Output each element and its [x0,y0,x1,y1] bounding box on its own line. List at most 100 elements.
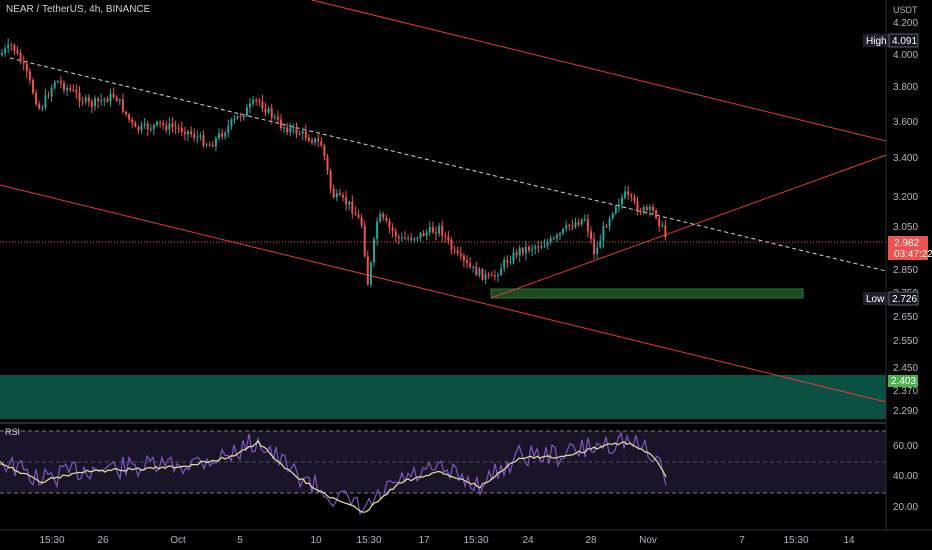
upper-channel-line [311,0,887,142]
candle-body [590,231,592,239]
candle-body [233,118,236,120]
price-tick: 3.200 [893,192,918,203]
candle-body [134,122,137,127]
candle-body [345,197,348,205]
candle-body [149,128,152,130]
low-badge-value: 2.726 [892,294,917,305]
zone-price-value: 2.403 [891,376,916,387]
time-tick: 7 [739,535,745,546]
price-tick: 3.050 [893,222,918,233]
candle-body [236,116,239,119]
candle-body [47,95,50,97]
candles [1,38,667,288]
candle-body [593,238,596,254]
candle-body [162,123,165,126]
candle-body [493,275,496,277]
candle-body [81,101,84,103]
candle-body [621,197,623,205]
candle-body [524,246,527,254]
candle-body [35,92,38,104]
candle-body [75,90,78,93]
candle-body [627,191,630,195]
candle-body [245,107,248,116]
candle-body [512,252,515,262]
candle-body [568,225,571,227]
candle-body [602,226,605,241]
candle-body [444,235,447,237]
candle-body [391,227,394,232]
candle-body [211,145,214,147]
candle-body [382,213,385,218]
candle-body [645,207,648,210]
candle-body [376,221,379,240]
price-tick: 3.600 [893,117,918,128]
low-badge-label: Low [866,294,885,305]
candle-body [369,262,372,285]
candle-body [565,225,568,229]
time-tick: 28 [585,535,597,546]
time-axis: 15:30 26 Oct 5 10 15:30 17 15:30 24 28 Nov 7 15:30 14 [39,535,855,546]
candle-body [459,253,462,256]
candle-body [388,221,391,228]
candle-body [218,133,220,139]
price-tick: 3.400 [893,153,918,164]
candle-body [435,232,437,234]
candle-body [171,123,174,128]
price-tick: 2.290 [893,406,918,417]
rsi-axis: 60.00 40.00 20.00 [893,441,918,513]
candle-body [159,121,162,124]
price-tick: 2.650 [893,312,918,323]
candle-body [605,226,608,228]
candle-body [534,246,537,249]
candle-body [428,227,431,233]
candle-body [69,88,72,90]
candle-body [366,256,369,285]
candle-body [298,133,301,135]
candle-body [301,130,304,134]
candle-body [112,93,115,98]
candle-body [531,248,534,251]
candle-body [59,81,62,84]
candle-body [7,44,10,49]
lower-channel-line [0,184,887,403]
candle-body [614,206,617,214]
candle-body [642,207,645,213]
time-tick: 15:30 [463,535,488,546]
candle-body [652,206,654,211]
price-tick: 3.800 [893,82,918,93]
high-badge-label: High [866,36,887,47]
candle-body [658,217,661,227]
candle-body [255,100,258,102]
candle-body [562,228,565,234]
candle-body [208,144,211,146]
candle-body [320,141,323,146]
candle-body [87,97,90,102]
candle-body [400,237,403,239]
time-tick: 15:30 [39,535,64,546]
candle-body [292,126,295,128]
candle-body [202,135,205,146]
candle-body [611,213,614,219]
price-tick: 2.370 [893,386,918,397]
candle-body [131,119,134,123]
candle-body [143,123,146,126]
candle-body [453,249,456,251]
price-tick: 2.850 [893,265,918,276]
high-badge-value: 4.091 [892,36,917,47]
candle-body [286,127,289,133]
candle-body [152,124,155,129]
candle-body [317,138,320,142]
price-tick: 2.550 [893,336,918,347]
candle-body [276,117,279,120]
candle-body [478,269,481,275]
time-tick: 14 [843,535,855,546]
candle-body [109,93,112,102]
candle-body [407,237,410,239]
price-tick: 4.000 [893,50,918,61]
candle-body [583,219,586,221]
candle-body [450,240,453,250]
candle-body [528,246,530,251]
candle-body [270,108,273,118]
candle-body [4,48,7,54]
